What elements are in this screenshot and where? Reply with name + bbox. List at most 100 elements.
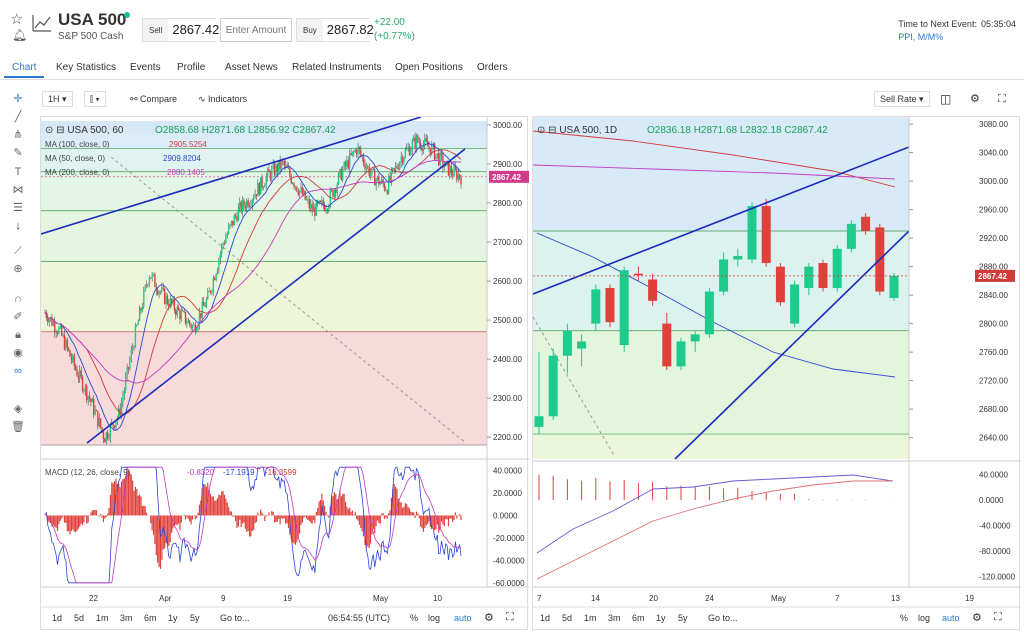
candle-body (147, 284, 149, 286)
right-chart-panel: 3080.00 3040.00 3000.00 2960.00 2920.00 2880.… (532, 116, 1021, 631)
candle-body (204, 305, 206, 307)
candle-body (173, 299, 176, 311)
candle-body (251, 199, 254, 206)
sell-button[interactable]: Sell 2867.42 (142, 18, 224, 42)
left-chart-svg[interactable]: 3000.00 2900.00 2800.00 2700.00 2600.00 2500.… (41, 117, 529, 631)
candle-body (435, 154, 437, 160)
tab-orders[interactable]: Orders (477, 62, 508, 73)
pencil-lock-icon[interactable]: ✐ (13, 311, 23, 323)
candle-body (383, 183, 386, 190)
left-settings-icon[interactable]: ⚙ (484, 612, 494, 624)
ma-200-line (44, 160, 462, 384)
range-5y[interactable]: 5y (190, 613, 200, 623)
candle-body (240, 201, 242, 212)
right-chart-svg[interactable]: 3080.00 3040.00 3000.00 2960.00 2920.00 2880.… (533, 117, 1021, 631)
candle-body (275, 164, 277, 176)
candle-body (323, 205, 326, 211)
next-event-link[interactable]: PPI, M/M% (898, 32, 944, 42)
zoom-icon[interactable]: ⊕ (13, 263, 23, 275)
price-tick-label: 2840.00 (979, 291, 1008, 300)
candle-body (229, 224, 231, 227)
tab-related-instruments[interactable]: Related Instruments (292, 62, 382, 73)
buy-button[interactable]: Buy 2867.82 (296, 18, 378, 42)
lock-icon[interactable]: 🔒︎ (15, 329, 21, 341)
candle-body (354, 149, 356, 153)
candle-body (74, 365, 77, 370)
ruler-icon[interactable]: ⟋ (14, 245, 22, 257)
star-icon[interactable]: ☆ (10, 11, 24, 28)
candle-body (336, 184, 338, 193)
candle-body (99, 418, 102, 428)
log-toggle[interactable]: log (918, 613, 931, 623)
range-1m[interactable]: 1m (584, 613, 597, 623)
candle-body (348, 153, 351, 169)
goto-date[interactable]: Go to... (708, 613, 738, 623)
candle-body (340, 168, 343, 181)
arrow-down-icon[interactable]: ↓ (15, 220, 21, 232)
candle-body (832, 248, 842, 288)
pattern-icon[interactable]: ⋈ (12, 184, 24, 196)
candle-body (137, 320, 139, 325)
range-3m[interactable]: 3m (608, 613, 621, 623)
candle-body (775, 266, 785, 303)
time-tick-label: May (771, 594, 786, 603)
crosshair-icon[interactable]: ✛ (13, 93, 23, 105)
goto-date[interactable]: Go to... (220, 613, 250, 623)
trendline-icon[interactable]: ╱ (14, 111, 22, 123)
utc-clock: 06:54:55 (UTC) (328, 613, 391, 623)
trash-icon[interactable]: 🗑︎ (11, 421, 25, 433)
left-fullscreen-icon[interactable]: ⛶ (506, 611, 514, 623)
range-5d[interactable]: 5d (562, 613, 573, 623)
eye-icon[interactable]: ◉ (13, 347, 23, 359)
percent-toggle[interactable]: % (410, 613, 419, 623)
range-6m[interactable]: 6m (144, 613, 157, 623)
amount-input[interactable] (220, 18, 292, 42)
range-5y[interactable]: 5y (678, 613, 688, 623)
buy-label: Buy (303, 25, 317, 35)
range-5d[interactable]: 5d (74, 613, 85, 623)
percent-toggle[interactable]: % (900, 613, 909, 623)
text-icon[interactable]: T (14, 166, 22, 178)
right-settings-icon[interactable]: ⚙ (972, 612, 982, 624)
right-fullscreen-icon[interactable]: ⛶ (994, 611, 1002, 623)
range-1d[interactable]: 1d (52, 613, 63, 623)
candle-body (145, 285, 148, 286)
fib-icon[interactable]: ☰ (13, 202, 23, 214)
bell-icon[interactable]: 🔔︎ (12, 28, 28, 42)
log-toggle[interactable]: log (428, 613, 441, 623)
range-1d[interactable]: 1d (540, 613, 551, 623)
compare-button[interactable]: ⚯ Compare (130, 94, 178, 104)
range-1m[interactable]: 1m (96, 613, 109, 623)
brush-icon[interactable]: ✎ (13, 147, 23, 159)
auto-toggle[interactable]: auto (942, 613, 960, 623)
candle-body (179, 310, 181, 320)
price-tick-label: 2600.00 (493, 277, 522, 286)
candle-body (353, 151, 355, 153)
tab-open-positions[interactable]: Open Positions (395, 62, 463, 73)
candle-body (131, 347, 134, 351)
candle-body (704, 291, 714, 335)
range-1y[interactable]: 1y (656, 613, 666, 623)
auto-toggle[interactable]: auto (454, 613, 472, 623)
layers-icon[interactable]: ◈ (13, 403, 23, 415)
range-6m[interactable]: 6m (632, 613, 645, 623)
tab-asset-news[interactable]: Asset News (225, 62, 278, 73)
settings-icon[interactable]: ⚙ (970, 93, 980, 105)
sell-rate-select[interactable]: Sell Rate ▾ (874, 91, 930, 107)
tab-chart[interactable]: Chart (12, 62, 37, 73)
interval-select[interactable]: 1H ▾ (42, 91, 73, 107)
link-icon[interactable]: ∞ (14, 365, 22, 377)
price-tick-label: 2400.00 (493, 355, 522, 364)
fullscreen-icon[interactable]: ⛶ (998, 93, 1006, 105)
chart-type-select[interactable]: ⫿ ▾ (84, 91, 106, 107)
tab-events[interactable]: Events (130, 62, 161, 73)
indicators-button[interactable]: ∿ Indicators (198, 94, 248, 104)
tab-profile[interactable]: Profile (177, 62, 206, 73)
layout-icon[interactable]: ◫ (940, 92, 952, 106)
fork-icon[interactable]: ⋔ (13, 129, 23, 141)
magnet-icon[interactable]: ∩ (14, 293, 22, 305)
range-1y[interactable]: 1y (168, 613, 178, 623)
range-3m[interactable]: 3m (120, 613, 133, 623)
tab-key-statistics[interactable]: Key Statistics (56, 62, 117, 73)
candle-body (232, 220, 234, 226)
